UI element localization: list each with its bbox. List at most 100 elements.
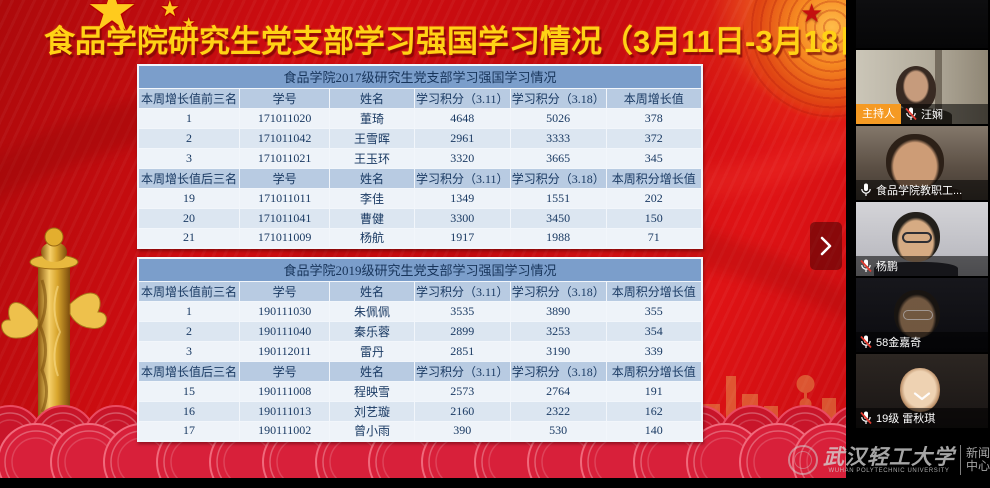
table-cell: 16 (137, 400, 241, 422)
participant-tile[interactable]: 58金嘉奇 (856, 278, 988, 352)
table-cell: 202 (605, 187, 703, 209)
participant-tile[interactable]: 食品学院教职工... (856, 126, 988, 200)
table-cell: 雷丹 (329, 340, 415, 362)
column-header: 学习积分（3.18） (509, 87, 607, 109)
participant-tile[interactable]: 杨鹏 (856, 202, 988, 276)
table-cell: 2160 (413, 400, 511, 422)
participant-name: 汪娴 (921, 109, 943, 121)
table-cell: 3300 (413, 207, 511, 229)
table-cell: 2851 (413, 340, 511, 362)
table-cell: 190111040 (239, 320, 331, 342)
participant-face (892, 212, 940, 262)
table-cell: 190112011 (239, 340, 331, 362)
table-row: 2 171011042 王雪晖 2961 3333 372 (137, 127, 703, 149)
chevron-down-icon[interactable] (913, 388, 931, 406)
table-cell: 150 (605, 207, 703, 229)
table-cell: 董琦 (329, 107, 415, 129)
table-cell: 1 (137, 107, 241, 129)
table-cell: 3190 (509, 340, 607, 362)
participant-label: 主持人 汪娴 (856, 104, 988, 124)
table-cell: 339 (605, 340, 703, 362)
chevron-right-icon (820, 236, 832, 256)
column-header: 姓名 (329, 87, 415, 109)
table-row: 21 171011009 杨航 1917 1988 71 (137, 227, 703, 249)
table-cell: 171011042 (239, 127, 331, 149)
table-cell: 162 (605, 400, 703, 422)
table-cell: 王玉环 (329, 147, 415, 169)
participant-tile[interactable]: 19级 雷秋琪 (856, 354, 988, 428)
table-cell: 171011041 (239, 207, 331, 229)
participant-video (856, 0, 988, 48)
column-header: 学习积分（3.18） (509, 280, 607, 302)
participant-label: 食品学院教职工... (856, 180, 988, 200)
table-cell: 3665 (509, 147, 607, 169)
mic-muted-icon (860, 259, 872, 273)
table-cell: 171011021 (239, 147, 331, 169)
mic-muted-icon (860, 411, 872, 425)
table-cell: 530 (509, 420, 607, 442)
participant-label: 58金嘉奇 (856, 332, 988, 352)
table-cell: 李佳 (329, 187, 415, 209)
table-cell: 2961 (413, 127, 511, 149)
column-header: 学习积分（3.11） (413, 360, 511, 382)
table-cell: 378 (605, 107, 703, 129)
column-header: 本周积分增长值 (605, 280, 703, 302)
table-row: 16 190111013 刘艺璇 2160 2322 162 (137, 400, 703, 422)
participant-tile[interactable]: 主持人 汪娴 (856, 50, 988, 124)
table-cell: 190111030 (239, 300, 331, 322)
table-cell: 1 (137, 300, 241, 322)
table-cell: 15 (137, 380, 241, 402)
column-header: 本周增长值 (605, 87, 703, 109)
column-header: 学号 (239, 87, 331, 109)
table-cell: 3535 (413, 300, 511, 322)
table-cell: 140 (605, 420, 703, 442)
table-cell: 19 (137, 187, 241, 209)
table-cell: 191 (605, 380, 703, 402)
table-cell: 1551 (509, 187, 607, 209)
table-cell: 21 (137, 227, 241, 249)
table-cell: 1917 (413, 227, 511, 249)
star-icon: ★ (142, 22, 153, 36)
table-cell: 355 (605, 300, 703, 322)
table-cell: 杨航 (329, 227, 415, 249)
column-header: 学习积分（3.11） (413, 167, 511, 189)
column-header: 学习积分（3.18） (509, 167, 607, 189)
table-cell: 354 (605, 320, 703, 342)
table-cell: 190111008 (239, 380, 331, 402)
glasses-decoration (903, 310, 933, 320)
table-cell: 3 (137, 147, 241, 169)
table-header-row: 本周增长值后三名 学号 姓名 学习积分（3.11） 学习积分（3.18） 本周积分增长值 (137, 167, 703, 189)
column-header: 学号 (239, 280, 331, 302)
table-cell: 程映雪 (329, 380, 415, 402)
table-header-row: 本周增长值前三名 学号 姓名 学习积分（3.11） 学习积分（3.18） 本周增长值 (137, 87, 703, 109)
column-header: 本周积分增长值 (605, 360, 703, 382)
mic-muted-icon (905, 107, 917, 121)
table-row: 2 190111040 秦乐蓉 2899 3253 354 (137, 320, 703, 342)
table-cell: 3253 (509, 320, 607, 342)
column-header: 学号 (239, 360, 331, 382)
table-cell: 171011009 (239, 227, 331, 249)
column-header: 本周增长值后三名 (137, 167, 241, 189)
star-icon: ★ (86, 0, 138, 43)
table-row: 3 171011021 王玉环 3320 3665 345 (137, 147, 703, 169)
table-cell: 20 (137, 207, 241, 229)
mic-on-icon (860, 183, 872, 197)
table-cell: 2 (137, 127, 241, 149)
participant-name: 58金嘉奇 (876, 337, 922, 349)
participant-tile[interactable] (856, 0, 988, 48)
table-row: 3 190112011 雷丹 2851 3190 339 (137, 340, 703, 362)
table-cell: 1349 (413, 187, 511, 209)
participant-label: 19级 雷秋琪 (856, 408, 988, 428)
column-header: 学习积分（3.11） (413, 87, 511, 109)
table-row: 17 190111002 曾小雨 390 530 140 (137, 420, 703, 442)
participant-name: 食品学院教职工... (876, 185, 963, 197)
shared-screen-slide: ★ ★ ★ ★ ★ 食品学院研究生党支部学习强国学习情况（3月11日-3月18日… (0, 0, 846, 478)
table-cell: 190111013 (239, 400, 331, 422)
table-cell: 2764 (509, 380, 607, 402)
next-arrow-button[interactable] (810, 222, 842, 270)
score-table: 食品学院2019级研究生党支部学习强国学习情况 本周增长值前三名 学号 姓名 学习积分（… (137, 257, 703, 442)
table-cell: 345 (605, 147, 703, 169)
participant-name: 杨鹏 (876, 261, 898, 273)
table-cell: 190111002 (239, 420, 331, 442)
